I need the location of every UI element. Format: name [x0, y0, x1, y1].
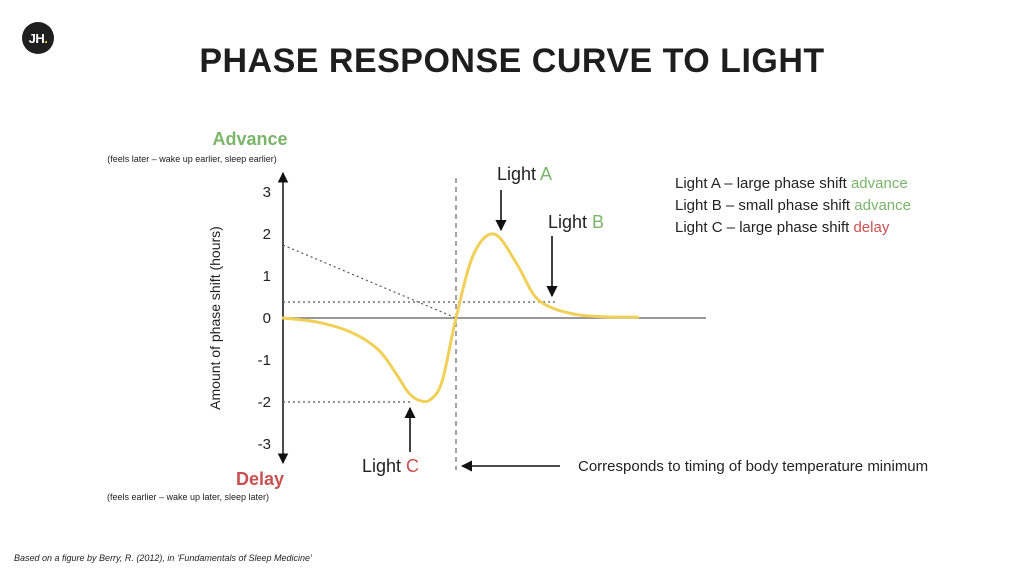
delay-label: Delay — [236, 469, 284, 489]
legend-item-light-b: Light B – small phase shift advance — [675, 197, 911, 214]
temperature-minimum-note: Corresponds to timing of body temperatur… — [578, 458, 929, 475]
y-tick-label: 1 — [263, 268, 271, 285]
y-tick-label: 2 — [263, 226, 271, 243]
y-tick-label: -1 — [258, 352, 271, 369]
phase-response-curve — [281, 232, 640, 404]
y-tick-label: -3 — [258, 436, 271, 453]
y-tick-label: -2 — [258, 394, 271, 411]
logo-dot: . — [44, 30, 48, 46]
legend-item-light-a: Light A – large phase shift advance — [675, 175, 908, 192]
advance-label: Advance — [212, 129, 287, 149]
page-title: PHASE RESPONSE CURVE TO LIGHT — [199, 42, 825, 80]
y-tick-labels: 3 2 1 0 -1 -2 -3 — [258, 184, 271, 453]
legend-item-light-c: Light C – large phase shift delay — [675, 219, 890, 236]
light-c-label: Light C — [362, 456, 419, 476]
advance-sublabel: (feels later – wake up earlier, sleep ea… — [107, 154, 277, 164]
y-tick-label: 0 — [263, 310, 271, 327]
light-b-label: Light B — [548, 212, 604, 232]
delay-sublabel: (feels earlier – wake up later, sleep la… — [107, 492, 269, 502]
footnote: Based on a figure by Berry, R. (2012), i… — [14, 553, 312, 563]
light-a-label: Light A — [497, 164, 552, 184]
guide-line-slope — [282, 244, 457, 319]
logo-text: JH — [28, 30, 45, 46]
y-axis-label: Amount of phase shift (hours) — [207, 226, 223, 410]
y-tick-label: 3 — [263, 184, 271, 201]
logo: JH. — [22, 22, 54, 54]
